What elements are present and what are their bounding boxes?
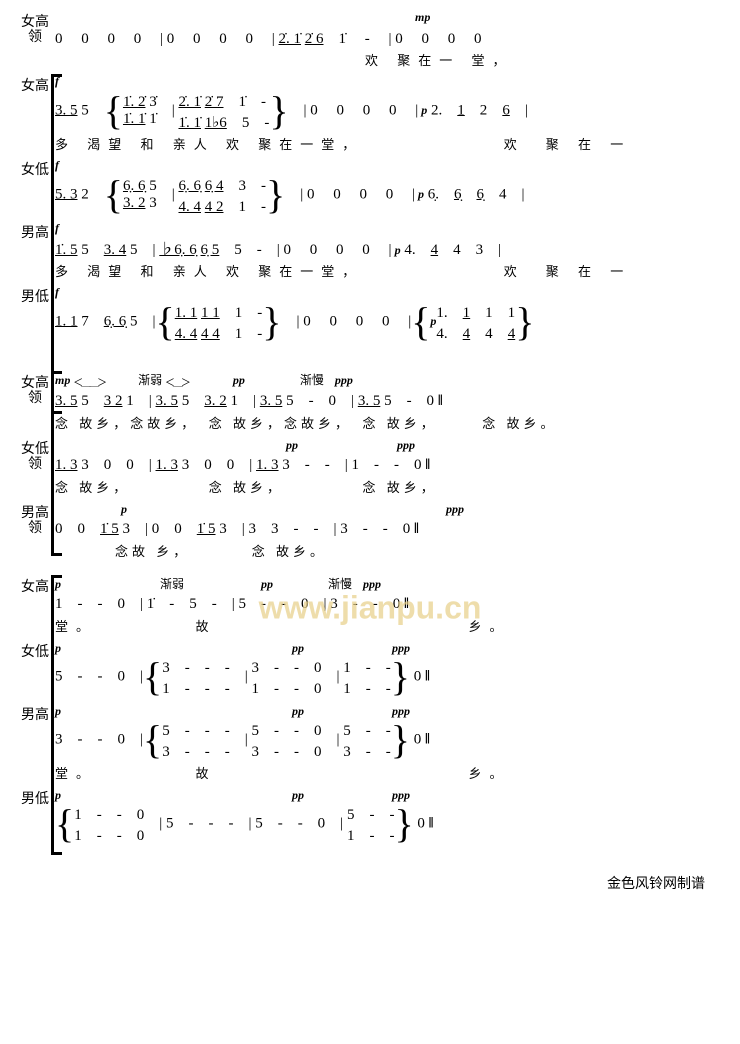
dynamic-pp: pp [292,641,304,655]
dynamic-p: p [55,704,61,718]
dynamic-pp: pp [292,788,304,802]
part-label: 女低 [15,158,55,178]
notation-line: {1 - - 01 - - 0 | 5 - - - | 5 - - 0 | 5 … [55,803,725,845]
notation-line: 1. 3 3 0 0 | 1. 3 3 0 0 | 1. 3 3 - - | 1… [55,453,725,475]
dynamic-f: f [55,74,725,89]
part-tenor: 男高 f 1̇. 5 5 3. 4 5 | ♭6̣. 6̣ 6̣ 5 5 - |… [15,221,725,280]
lyrics: 念故 乡， 念 故乡。 [115,541,725,560]
dynamic-p: p [121,502,127,516]
part-alto: 女低 p pp ppp 5 - - 0 |{3 - - -1 - - - | 3… [15,640,725,698]
dynamic-p: p [55,788,61,802]
dynamic-f: f [55,221,725,236]
mark-ritard: 渐弱 [160,577,184,591]
mark-rit: 渐慢 [328,577,352,591]
mark-rit: 渐慢 [300,373,324,387]
lyrics: 欢 聚在一 堂， [365,50,725,69]
part-soprano-lead: 女高领 mp 0 0 0 0 | 0 0 0 0 | 2̇. 1̇ 2̇ 6 1… [15,10,725,69]
dynamic-p: p [55,641,61,655]
part-label: 女低 [15,640,55,660]
lyrics: 堂。 故 乡。 [55,763,725,782]
lyrics: 多 渴望 和 亲人 欢 聚在一堂， 欢 聚 在 一 [55,261,725,280]
dynamic-mp: mp [415,10,725,25]
part-label: 女高 [15,575,55,595]
lyrics: 多 渴望 和 亲人 欢 聚在一堂， 欢 聚 在 一 [55,134,725,153]
dynamic-mp: mp [55,373,70,387]
part-soprano: 女高 f 3. 5 5 {1̇. 2̇ 3̇1̇. 1̇ 1̇ | 2̇. 1̇… [15,74,725,153]
part-label: 男高领 [15,501,55,537]
part-alto: 女低 f 5. 3 2 {6̣. 6̣ 53. 2 3 | 6̣. 6̣ 6̣ … [15,158,725,216]
notation-line: 5. 3 2 {6̣. 6̣ 53. 2 3 | 6̣. 6̣ 6̣ 4 3 -… [55,174,725,216]
dynamic-ppp: ppp [335,373,353,387]
dynamic-f: f [55,158,725,173]
part-tenor: 男高 p pp ppp 3 - - 0 |{5 - - -3 - - - | 5… [15,703,725,782]
notation-line: 3 - - 0 |{5 - - -3 - - - | 5 - - 03 - - … [55,719,725,761]
system-1: 女高领 mp 0 0 0 0 | 0 0 0 0 | 2̇. 1̇ 2̇ 6 1… [15,10,725,343]
part-label: 女高 [15,74,55,94]
lyrics: 堂。 故 乡。 [55,616,725,635]
part-label: 男低 [15,285,55,305]
dynamic-p: p [55,577,61,591]
credit-text: 金色风铃网制谱 [15,873,725,893]
part-tenor-lead: 男高领 p ppp 0 0 1̇ 5 3 | 0 0 1̇ 5 3 | 3 3 … [15,501,725,560]
dynamic-ppp: ppp [392,641,410,655]
dynamic-f: f [55,285,725,300]
dynamic-ppp: ppp [392,788,410,802]
notation-line: 5 - - 0 |{3 - - -1 - - - | 3 - - 01 - - … [55,656,725,698]
dynamic-ppp: ppp [392,704,410,718]
notation-line: 1̇. 5 5 3. 4 5 | ♭6̣. 6̣ 6̣ 5 5 - | 0 0 … [55,237,725,259]
dynamic-pp: pp [292,704,304,718]
dynamic-pp: pp [261,577,273,591]
part-alto-lead: 女低领 pp ppp 1. 3 3 0 0 | 1. 3 3 0 0 | 1. … [15,437,725,496]
lyrics: 念 故乡， 念 故乡， 念 故乡， [55,477,725,496]
dynamic-ppp: ppp [397,438,415,452]
notation-line: 1 - - 0 | 1̇ - 5 - | 5 - - 0 | 3 - - 0 ‖ [55,592,725,614]
notation-line: 1. 1 7 6̣. 6̣ 5 |{1. 1 1 1 1 -4. 4 4 4 1… [55,301,725,343]
system-2: www.jianpu.cn 女高领 mp ＜＿＿＞ 渐弱 ＜＿＞ pp 渐慢 p… [15,371,725,845]
mark-ritard: 渐弱 [138,373,162,387]
part-soprano-lead: 女高领 mp ＜＿＿＞ 渐弱 ＜＿＞ pp 渐慢 ppp 3. 5 5 3 2 … [15,371,725,432]
dynamic-ppp: ppp [446,502,464,516]
part-bass: 男低 p pp ppp {1 - - 01 - - 0 | 5 - - - | … [15,787,725,845]
part-label: 女高领 [15,371,55,407]
notation-line: 0 0 1̇ 5 3 | 0 0 1̇ 5 3 | 3 3 - - | 3 - … [55,517,725,539]
part-label: 女高领 [15,10,55,46]
part-label: 男低 [15,787,55,807]
lyrics: 念 故乡，念故乡， 念 故乡，念故乡， 念 故乡， 念 故乡。 [55,413,725,432]
part-soprano: 女高 p 渐弱 pp 渐慢 ppp 1 - - 0 | 1̇ - 5 - | 5… [15,575,725,635]
part-label: 男高 [15,221,55,241]
dynamic-pp: pp [286,438,298,452]
notation-line: 3. 5 5 3 2 1 | 3. 5 5 3. 2 1 | 3. 5 5 - … [55,389,725,411]
dynamic-ppp: ppp [363,577,381,591]
part-bass: 男低 f 1. 1 7 6̣. 6̣ 5 |{1. 1 1 1 1 -4. 4 … [15,285,725,343]
dynamic-pp: pp [233,373,245,387]
part-label: 男高 [15,703,55,723]
part-label: 女低领 [15,437,55,473]
notation-line: 0 0 0 0 | 0 0 0 0 | 2̇. 1̇ 2̇ 6 1̇ - | 0… [55,26,725,48]
notation-line: 3. 5 5 {1̇. 2̇ 3̇1̇. 1̇ 1̇ | 2̇. 1̇ 2̇ 7… [55,90,725,132]
